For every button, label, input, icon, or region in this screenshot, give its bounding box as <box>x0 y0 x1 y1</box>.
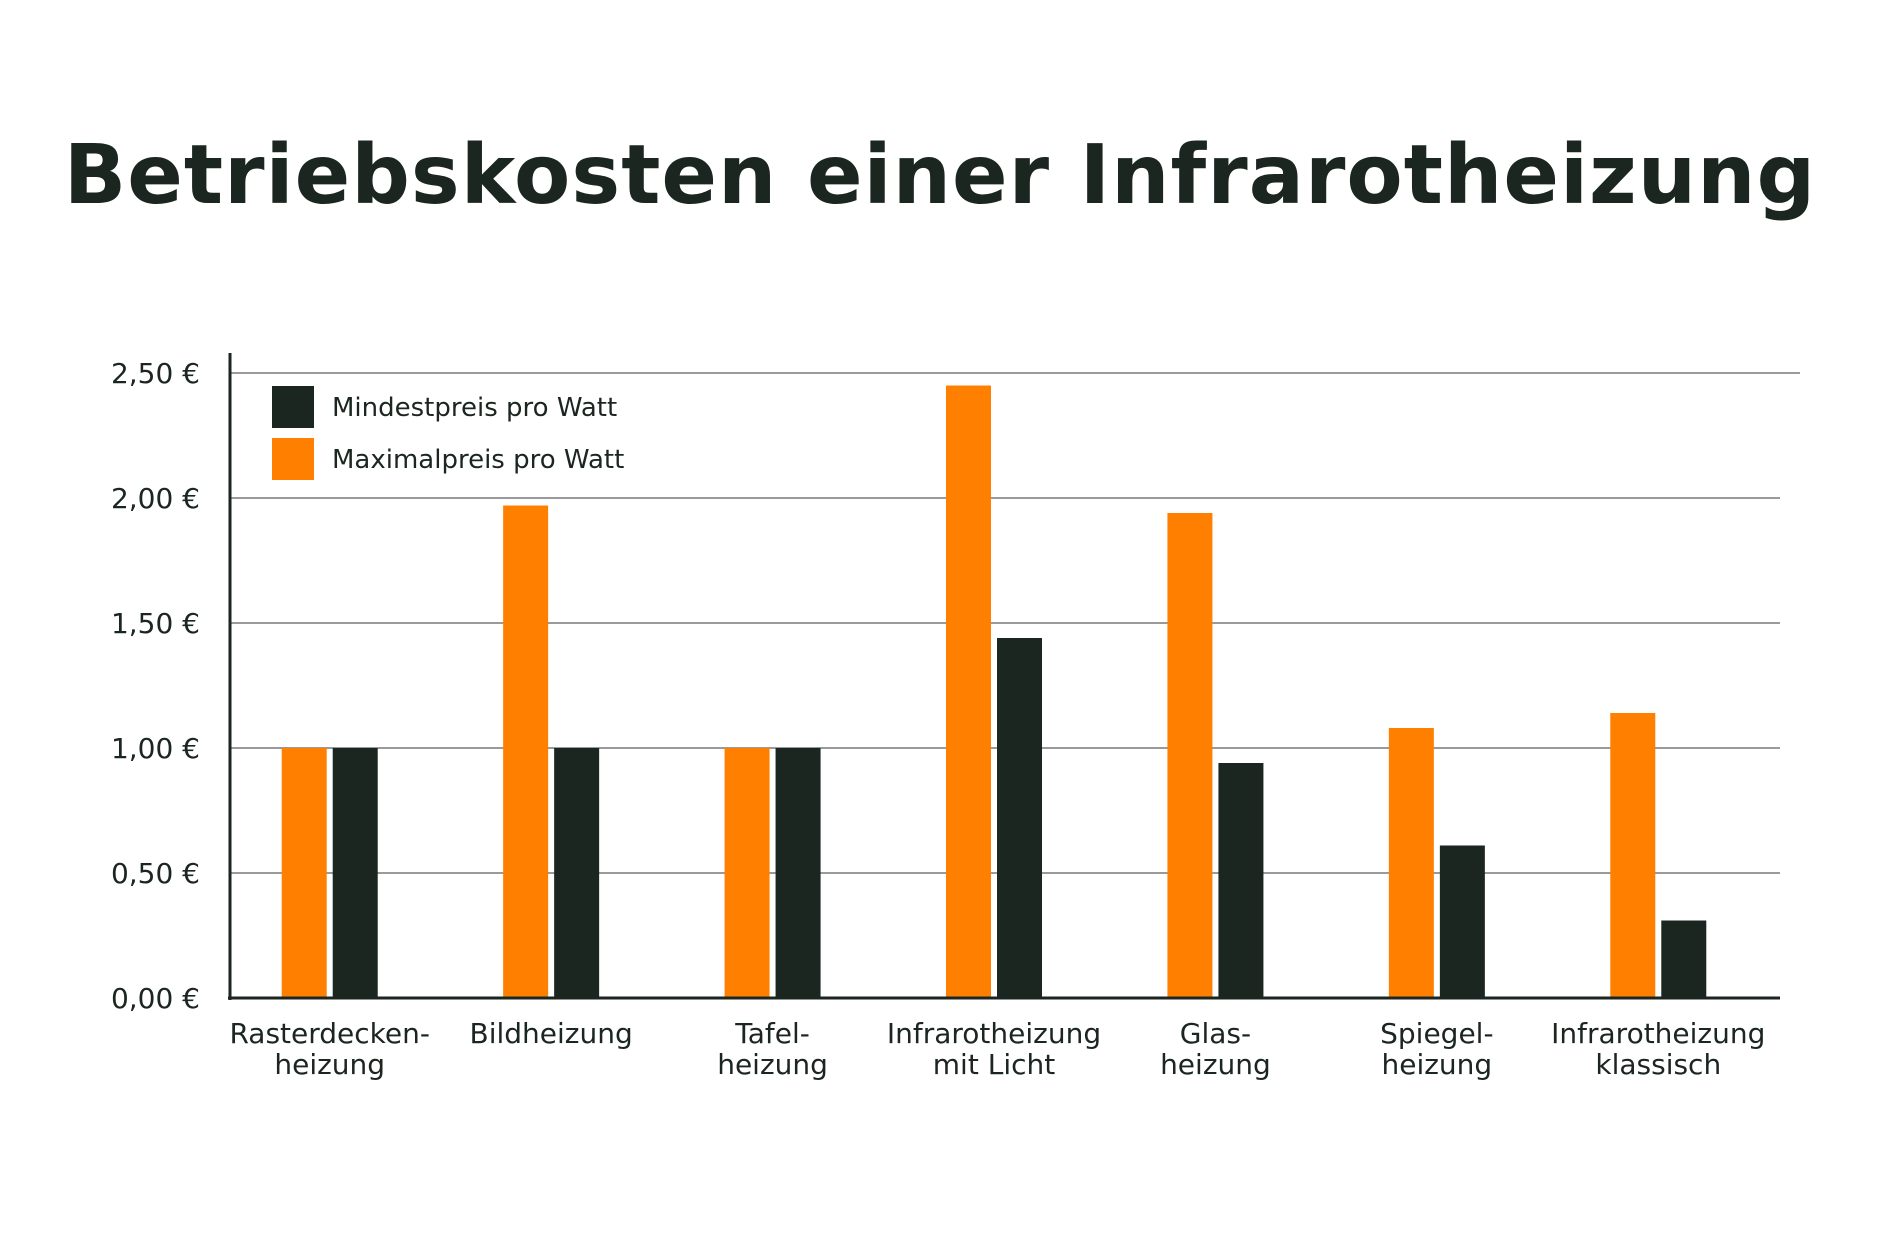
bar-maximalpreis <box>503 505 549 998</box>
y-tick-label: 2,50 € <box>111 357 200 390</box>
bar-maximalpreis <box>1610 713 1656 998</box>
bars <box>281 385 1707 998</box>
y-tick-label: 0,00 € <box>111 982 200 1015</box>
axes <box>228 353 1780 1000</box>
bar-mindestpreis <box>1439 845 1485 998</box>
category-labels: Rasterdecken-heizung Bildheizung Tafel-hei… <box>229 1017 1765 1081</box>
legend-label: Mindestpreis pro Watt <box>332 393 617 423</box>
bar-mindestpreis <box>775 748 821 998</box>
legend: Mindestpreis pro Watt Maximalpreis pro Wa… <box>272 386 624 480</box>
bar-mindestpreis <box>1218 763 1264 998</box>
bar-mindestpreis <box>997 638 1042 998</box>
category-label: Spiegel-heizung <box>1380 1017 1493 1081</box>
category-label: Glas-heizung <box>1160 1017 1271 1081</box>
bar-maximalpreis <box>1388 728 1434 998</box>
chart-title: Betriebskosten einer Infrarotheizung <box>63 128 1817 223</box>
bar-mindestpreis <box>554 748 600 998</box>
category-label: Infrarotheizung mit Licht <box>887 1017 1101 1081</box>
legend-swatch <box>272 386 314 428</box>
category-label: Infrarotheizung klassisch <box>1551 1017 1765 1081</box>
y-tick-label: 1,00 € <box>111 732 200 765</box>
y-tick-label: 0,50 € <box>111 857 200 890</box>
bar-mindestpreis <box>332 748 378 998</box>
legend-swatch <box>272 438 314 480</box>
y-tick-labels: 0,00 € 0,50 € 1,00 € 1,50 € 2,00 € 2,50 € <box>111 357 200 1015</box>
bar-maximalpreis <box>1167 513 1213 998</box>
category-label: Rasterdecken-heizung <box>229 1017 430 1081</box>
bar-maximalpreis <box>281 748 327 998</box>
bar-mindestpreis <box>1661 920 1707 998</box>
y-tick-label: 2,00 € <box>111 482 200 515</box>
category-label: Tafel-heizung <box>717 1017 828 1081</box>
bar-maximalpreis <box>946 385 991 998</box>
category-label: Bildheizung <box>470 1017 633 1050</box>
bar-maximalpreis <box>724 748 770 998</box>
legend-label: Maximalpreis pro Watt <box>332 445 624 475</box>
y-tick-label: 1,50 € <box>111 607 200 640</box>
